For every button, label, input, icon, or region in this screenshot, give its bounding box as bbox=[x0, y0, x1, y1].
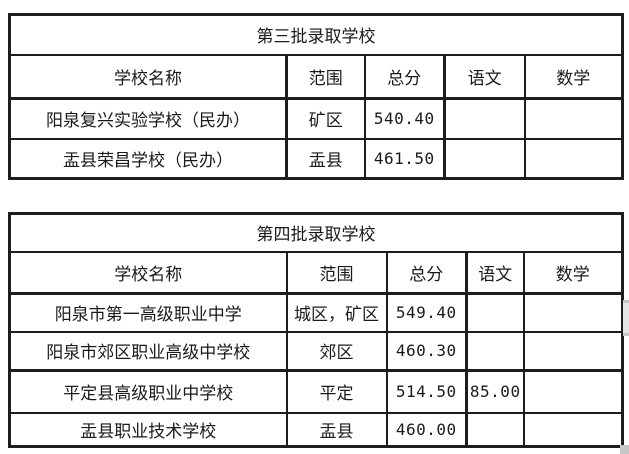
cell-scope: 盂县 bbox=[285, 137, 366, 180]
cell-chinese-score bbox=[465, 292, 525, 333]
cell-total-score: 460.00 bbox=[385, 411, 468, 448]
cell-math-score bbox=[522, 330, 624, 372]
col-header-scope: 范围 bbox=[285, 250, 388, 295]
cell-chinese-score bbox=[443, 97, 526, 140]
cell-school-name: 盂县职业技术学校 bbox=[8, 411, 288, 448]
cell-chinese-score bbox=[465, 411, 525, 448]
table-row: 盂县荣昌学校（民办） 盂县 461.50 bbox=[8, 137, 624, 180]
cell-scope: 盂县 bbox=[285, 411, 388, 448]
table-title: 第三批录取学校 bbox=[8, 13, 624, 56]
table-header-row: 学校名称 范围 总分 语文 数学 bbox=[8, 53, 624, 100]
cell-total-score: 461.50 bbox=[363, 137, 446, 180]
col-header-chinese: 语文 bbox=[443, 53, 526, 100]
cell-math-score bbox=[523, 137, 624, 180]
cell-school-name: 平定县高级职业中学校 bbox=[8, 369, 288, 414]
col-header-school-name: 学校名称 bbox=[8, 53, 288, 100]
table-title-row: 第三批录取学校 bbox=[8, 13, 624, 56]
cell-scope: 平定 bbox=[285, 369, 388, 414]
cell-math-score bbox=[522, 411, 624, 448]
col-header-school-name: 学校名称 bbox=[8, 250, 288, 295]
table-row: 阳泉市第一高级职业中学 城区，矿区 549.40 bbox=[8, 292, 624, 333]
cell-scope: 郊区 bbox=[285, 330, 388, 372]
scrollbar-thumb[interactable] bbox=[623, 300, 629, 336]
col-header-chinese: 语文 bbox=[465, 250, 525, 295]
cell-scope: 矿区 bbox=[285, 97, 366, 140]
cell-math-score bbox=[522, 369, 624, 414]
fourth-batch-table: 第四批录取学校 学校名称 范围 总分 语文 数学 阳泉市第一高级职业中学 城区，… bbox=[8, 212, 625, 448]
cell-chinese-score: 85.00 bbox=[465, 369, 525, 414]
cell-school-name: 阳泉市第一高级职业中学 bbox=[8, 292, 288, 333]
table-header-row: 学校名称 范围 总分 语文 数学 bbox=[8, 250, 624, 295]
table-row: 阳泉市郊区职业高级中学校 郊区 460.30 bbox=[8, 330, 624, 372]
cell-total-score: 460.30 bbox=[385, 330, 468, 372]
third-batch-table: 第三批录取学校 学校名称 范围 总分 语文 数学 阳泉复兴实验学校（民办） 矿区… bbox=[8, 13, 625, 180]
col-header-math: 数学 bbox=[523, 53, 624, 100]
table-title-row: 第四批录取学校 bbox=[8, 212, 624, 253]
col-header-math: 数学 bbox=[522, 250, 624, 295]
table-row: 平定县高级职业中学校 平定 514.50 85.00 bbox=[8, 369, 624, 414]
table-row: 盂县职业技术学校 盂县 460.00 bbox=[8, 411, 624, 448]
cell-math-score bbox=[522, 292, 624, 333]
table-title: 第四批录取学校 bbox=[8, 212, 624, 253]
col-header-total-score: 总分 bbox=[363, 53, 446, 100]
table-row: 阳泉复兴实验学校（民办） 矿区 540.40 bbox=[8, 97, 624, 140]
cell-math-score bbox=[523, 97, 624, 140]
cell-school-name: 阳泉复兴实验学校（民办） bbox=[8, 97, 288, 140]
cell-chinese-score bbox=[443, 137, 526, 180]
cell-school-name: 阳泉市郊区职业高级中学校 bbox=[8, 330, 288, 372]
corner-artifact bbox=[620, 445, 629, 454]
cell-chinese-score bbox=[465, 330, 525, 372]
cell-total-score: 514.50 bbox=[385, 369, 468, 414]
cell-scope: 城区，矿区 bbox=[285, 292, 388, 333]
col-header-total-score: 总分 bbox=[385, 250, 468, 295]
cell-total-score: 540.40 bbox=[363, 97, 446, 140]
cell-total-score: 549.40 bbox=[385, 292, 468, 333]
col-header-scope: 范围 bbox=[285, 53, 366, 100]
cell-school-name: 盂县荣昌学校（民办） bbox=[8, 137, 288, 180]
